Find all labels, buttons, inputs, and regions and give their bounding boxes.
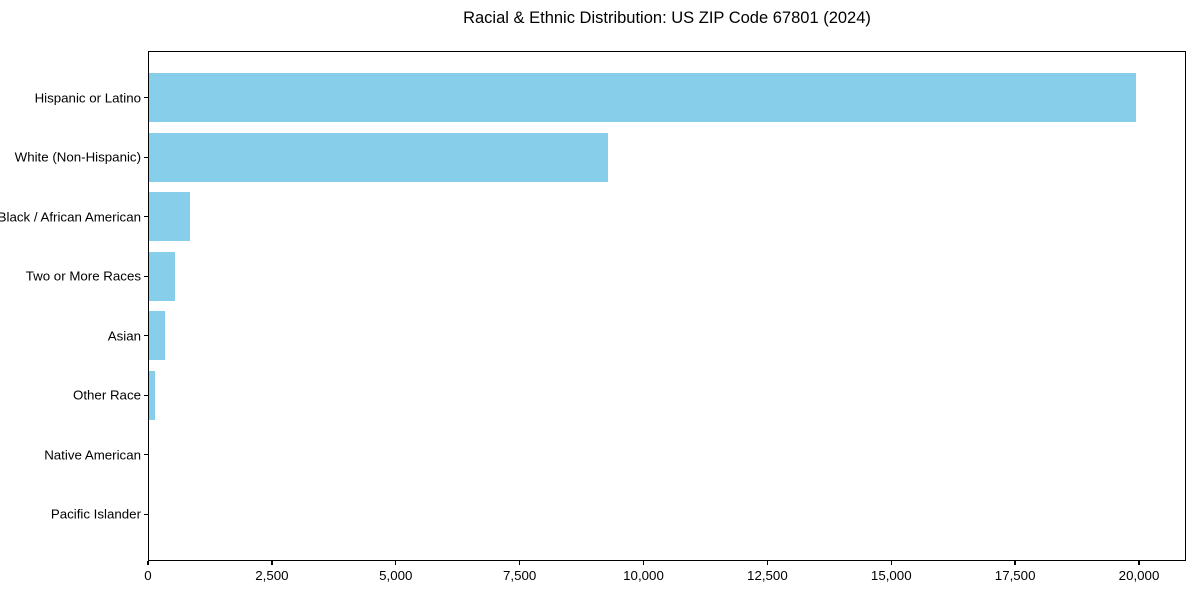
x-tick-label: 17,500 (994, 568, 1036, 583)
x-tick-mark (395, 561, 397, 565)
y-tick-label: Two or More Races (25, 268, 141, 284)
y-tick-mark (144, 454, 148, 456)
y-tick-mark (144, 513, 148, 515)
x-tick-label: 20,000 (1118, 568, 1160, 583)
y-tick-label: Asian (107, 328, 141, 344)
x-tick-mark (766, 561, 769, 565)
y-tick-mark (144, 216, 148, 218)
bar-row: Two or More Races (26, 247, 1185, 307)
x-tick-label: 7,500 (502, 568, 537, 583)
y-tick-label: Hispanic or Latino (34, 90, 141, 106)
bar (149, 73, 1136, 123)
bar (149, 251, 176, 301)
bar-row: Hispanic or Latino (35, 68, 1185, 128)
x-tick-mark (518, 561, 521, 565)
y-tick-mark (144, 156, 148, 158)
x-tick-label: 5,000 (379, 568, 413, 583)
plot-area: Hispanic or Latino White (Non-Hispanic) Bl… (0, 51, 1186, 561)
y-tick-label: White (Non-Hispanic) (14, 149, 141, 165)
x-tick-label: 15,000 (870, 568, 912, 583)
x-tick-mark (642, 561, 645, 565)
x-tick-mark (271, 561, 273, 565)
y-tick-mark (144, 275, 148, 277)
x-axis: 0 2,500 5,000 7,500 10,000 12,500 15,000 17,500… (144, 561, 1186, 591)
x-tick-mark (890, 561, 892, 565)
bar-row: Black / African American (0, 187, 1185, 247)
y-tick-label: Other Race (73, 387, 141, 403)
bar (149, 370, 155, 420)
x-tick-mark (1138, 561, 1140, 565)
bar-row: Native American (44, 425, 1185, 485)
bar-row: White (Non-Hispanic) (15, 128, 1185, 188)
y-tick-label: Black / African American (0, 209, 141, 225)
x-tick-label: 10,000 (623, 568, 664, 583)
bar (149, 311, 165, 361)
bar-row: Other Race (73, 366, 1185, 426)
x-tick-label: 2,500 (255, 568, 289, 583)
bar-rows-container: Hispanic or Latino White (Non-Hispanic) Bl… (0, 52, 1185, 560)
y-tick-label: Pacific Islander (50, 506, 141, 522)
x-tick-mark (1014, 561, 1016, 565)
y-tick-label: Native American (44, 447, 141, 463)
x-tick-mark (147, 561, 149, 565)
bar-row: Asian (108, 306, 1185, 366)
y-tick-mark (144, 97, 148, 99)
y-tick-mark (144, 394, 148, 396)
x-tick-label: 12,500 (747, 568, 788, 583)
bar (149, 132, 609, 182)
bar (149, 192, 190, 242)
y-tick-mark (144, 335, 148, 337)
bar-row: Pacific Islander (51, 485, 1185, 545)
x-tick-label: 0 (144, 568, 152, 583)
chart-title: Racial & Ethnic Distribution: US ZIP Cod… (463, 9, 871, 27)
